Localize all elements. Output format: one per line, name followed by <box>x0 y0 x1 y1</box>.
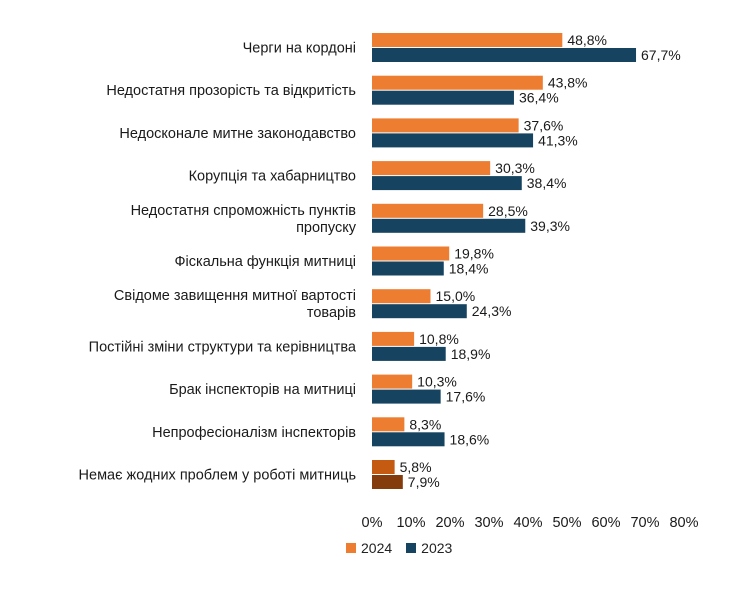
x-tick-label: 20% <box>435 515 464 530</box>
legend-item-2023: 2023 <box>406 540 452 556</box>
bar-2024 <box>372 374 413 389</box>
bar-2023 <box>372 432 445 447</box>
x-tick-label: 70% <box>630 515 659 530</box>
data-label: 41,3% <box>538 132 578 148</box>
category-label: пропуску <box>296 220 357 236</box>
legend-label-2024: 2024 <box>361 540 393 556</box>
bar-2024 <box>372 246 450 261</box>
bar-2024 <box>372 460 395 474</box>
bar-2023 <box>372 133 534 148</box>
data-label: 10,8% <box>419 331 459 347</box>
category-label: товарів <box>307 305 356 321</box>
x-tick-label: 50% <box>552 515 581 530</box>
category-label: Непрофесіоналізм інспекторів <box>152 425 356 441</box>
category-label: Недостатня прозорість та відкритість <box>106 83 356 99</box>
legend-swatch-2023 <box>406 543 417 553</box>
legend-label-2023: 2023 <box>421 540 453 556</box>
category-label: Корупція та хабарництво <box>189 169 356 185</box>
data-label: 10,3% <box>417 374 457 390</box>
data-label: 5,8% <box>400 459 432 475</box>
bar-2023 <box>372 475 403 489</box>
x-tick-label: 0% <box>362 515 383 530</box>
data-label: 17,6% <box>446 389 486 405</box>
legend-item-2024: 2024 <box>346 540 392 556</box>
bar-chart: 48,8% 67,7% Черги на кордоні 43,8%36,4% Недо… <box>79 32 699 530</box>
category-label: Брак інспекторів на митниці <box>169 382 356 398</box>
category-label: Немає жодних проблем у роботі митниць <box>79 468 356 484</box>
category-label: Свідоме завищення митної вартості <box>114 288 356 304</box>
category-label: Фіскальна функція митниці <box>175 254 356 270</box>
bar-2023 <box>372 304 467 319</box>
bar-2024 <box>372 33 563 47</box>
x-tick-label: 30% <box>474 515 503 530</box>
x-tick-label: 80% <box>669 515 698 530</box>
data-label: 30,3% <box>495 160 535 176</box>
bar-2024 <box>372 331 415 346</box>
bar-2024 <box>372 161 491 176</box>
bar-2023 <box>372 346 446 361</box>
bar-2024 <box>372 417 405 432</box>
data-label: 15,0% <box>436 288 476 304</box>
bar-2023 <box>372 389 441 404</box>
bar-2024 <box>372 118 519 133</box>
bar-2024 <box>372 289 431 304</box>
legend: 2024 2023 <box>346 540 452 556</box>
bar-2023 <box>372 261 444 276</box>
data-label: 39,3% <box>530 218 570 234</box>
bar-2023 <box>372 48 637 62</box>
bar-2023 <box>372 90 514 105</box>
legend-swatch-2024 <box>346 543 356 553</box>
data-label: 18,6% <box>450 431 490 447</box>
x-tick-label: 40% <box>513 515 542 530</box>
data-label: 43,8% <box>548 75 588 91</box>
category-label: Недостатня спроможність пунктів <box>131 203 357 219</box>
data-label: 36,4% <box>519 90 559 106</box>
data-label: 18,9% <box>451 346 491 362</box>
data-label: 28,5% <box>488 203 528 219</box>
data-label: 38,4% <box>527 175 567 191</box>
category-label: Черги на кордоні <box>243 41 356 57</box>
data-label: 8,3% <box>409 416 441 432</box>
category-label: Постійні зміни структури та керівництва <box>89 339 357 355</box>
x-tick-label: 10% <box>396 515 425 530</box>
data-label: 37,6% <box>524 117 564 133</box>
bar-2023 <box>372 176 522 191</box>
x-tick-label: 60% <box>591 515 620 530</box>
bar-2023 <box>372 218 526 233</box>
data-label: 24,3% <box>472 303 512 319</box>
data-label: 7,9% <box>408 474 440 490</box>
bar-2024 <box>372 75 543 90</box>
bar-2024 <box>372 203 484 218</box>
data-label: 18,4% <box>449 261 489 277</box>
category-label: Недосконале митне законодавство <box>119 126 356 142</box>
data-label: 48,8% <box>567 32 607 48</box>
data-label: 67,7% <box>641 47 681 63</box>
data-label: 19,8% <box>454 246 494 262</box>
